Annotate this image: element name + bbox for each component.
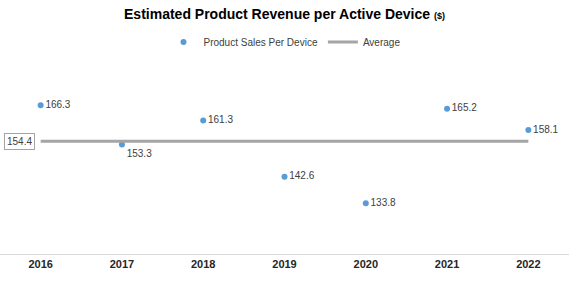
- svg-text:154.4: 154.4: [7, 136, 32, 147]
- svg-text:Product Sales Per Device: Product Sales Per Device: [204, 37, 318, 48]
- svg-text:Estimated Product Revenue per: Estimated Product Revenue per Active Dev…: [124, 6, 445, 22]
- svg-text:2018: 2018: [191, 258, 215, 270]
- svg-text:142.6: 142.6: [289, 170, 314, 181]
- svg-text:133.8: 133.8: [371, 197, 396, 208]
- svg-text:158.1: 158.1: [533, 124, 558, 135]
- svg-text:166.3: 166.3: [45, 99, 70, 110]
- svg-text:153.3: 153.3: [127, 148, 152, 159]
- svg-text:2022: 2022: [516, 258, 540, 270]
- svg-text:161.3: 161.3: [208, 114, 233, 125]
- svg-text:2017: 2017: [110, 258, 134, 270]
- svg-text:2019: 2019: [272, 258, 296, 270]
- svg-text:2016: 2016: [28, 258, 52, 270]
- svg-text:165.2: 165.2: [452, 102, 477, 113]
- svg-text:Average: Average: [363, 37, 401, 48]
- svg-text:2020: 2020: [354, 258, 378, 270]
- svg-text:2021: 2021: [435, 258, 459, 270]
